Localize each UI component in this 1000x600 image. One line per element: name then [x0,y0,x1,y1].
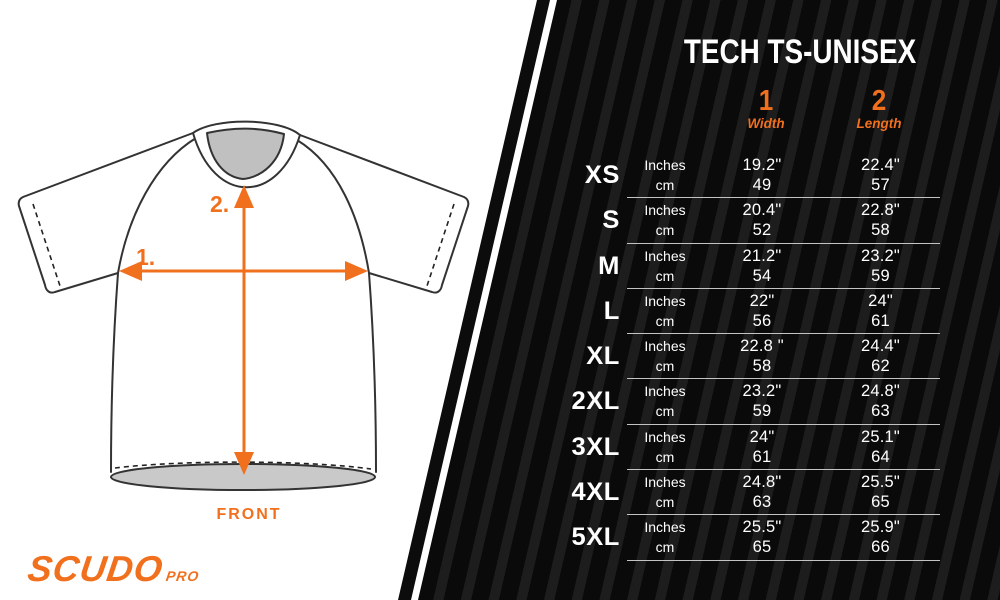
column-label-width: Width [747,116,785,131]
column-header-width: 1 Width [716,86,816,131]
unit-inches: Inches [644,338,686,355]
length-marker-label: 2. [210,191,229,217]
width-arrowhead-left [119,261,142,281]
unit-inches: Inches [644,383,686,400]
logo-suffix-text: PRO [164,568,201,584]
width-cm: 52 [752,221,772,240]
size-label: L [603,296,620,325]
width-inches: 24" [749,427,775,446]
length-inches: 24.4" [861,337,900,356]
width-cm: 59 [752,402,772,421]
body-right-edge [368,272,377,473]
raglan-seam-right [296,139,370,274]
width-inches: 22.8 " [740,337,784,356]
unit-cm: cm [655,448,675,465]
unit-inches: Inches [644,519,686,536]
length-cm: 58 [871,221,890,240]
size-label: S [602,206,620,235]
length-inches: 22.4" [861,156,900,174]
unit-inches: Inches [644,202,686,219]
size-table: XS Inches 19.2" 22.4" cm 49 57 S Inches … [560,153,940,561]
front-label: FRONT [216,506,282,523]
logo-brand-text: SCUDO [25,548,166,589]
size-row-5xl: 5XL Inches 25.5" 25.9" cm 65 66 [560,515,940,561]
length-inches: 24.8" [861,382,900,401]
width-cm: 58 [752,357,772,376]
size-label: 4XL [571,478,620,507]
width-inches: 23.2" [742,382,782,401]
length-inches: 25.1" [861,427,900,446]
length-cm: 61 [871,311,890,330]
length-cm: 57 [871,176,890,194]
unit-cm: cm [655,494,675,511]
scudo-pro-logo: SCUDOPRO [25,548,203,590]
length-arrowhead-bottom [234,452,254,475]
size-row-s: S Inches 20.4" 22.8" cm 52 58 [560,198,940,244]
width-inches: 20.4" [742,201,782,220]
width-cm: 61 [752,447,772,466]
unit-inches: Inches [644,292,686,309]
right-sleeve [299,134,470,294]
raglan-seam-left [117,137,197,274]
width-cm: 54 [752,266,772,285]
unit-cm: cm [655,177,675,193]
unit-cm: cm [655,267,675,284]
length-inches: 23.2" [861,246,900,265]
unit-cm: cm [655,222,675,239]
size-label: 3XL [571,432,620,461]
width-cm: 49 [752,176,772,194]
width-cm: 63 [752,493,772,512]
unit-inches: Inches [644,474,686,491]
column-number-length: 2 [871,85,887,117]
body-left-edge [110,272,119,473]
width-inches: 22" [749,291,775,310]
size-row-xs: XS Inches 19.2" 22.4" cm 49 57 [560,153,940,199]
length-cm: 63 [871,402,890,421]
length-cm: 66 [871,538,890,557]
collar-inner [206,127,285,180]
width-marker-label: 1. [136,244,155,270]
size-label: 2XL [571,387,620,416]
length-arrowhead-top [234,185,254,208]
length-inches: 25.9" [861,518,900,537]
size-row-m: M Inches 21.2" 23.2" cm 54 59 [560,244,940,289]
unit-cm: cm [655,358,675,375]
width-inches: 25.5" [742,518,782,537]
size-label: XS [584,161,620,189]
length-inches: 25.5" [861,473,900,492]
size-row-4xl: 4XL Inches 24.8" 25.5" cm 63 65 [560,470,940,516]
column-number-width: 1 [758,85,774,117]
width-cm: 65 [752,538,772,557]
size-label: 5XL [571,523,620,552]
left-sleeve [17,132,194,294]
unit-inches: Inches [644,247,686,264]
unit-inches: Inches [644,157,686,173]
width-inches: 24.8" [742,473,782,492]
chart-title: TECH TS-UNISEX [683,33,917,71]
unit-cm: cm [655,403,675,420]
size-label: M [598,251,620,280]
length-inches: 24" [868,291,893,310]
length-cm: 64 [871,447,890,466]
width-cm: 56 [752,311,772,330]
unit-cm: cm [655,312,675,329]
column-label-length: Length [856,116,902,131]
column-header-length: 2 Length [829,86,929,131]
length-cm: 62 [871,357,890,376]
width-inches: 21.2" [742,246,782,265]
size-row-2xl: 2XL Inches 23.2" 24.8" cm 59 63 [560,379,940,425]
length-inches: 22.8" [861,201,900,220]
size-row-3xl: 3XL Inches 24" 25.1" cm 61 64 [560,425,940,471]
size-row-xl: XL Inches 22.8 " 24.4" cm 58 62 [560,334,940,380]
size-row-l: L Inches 22" 24" cm 56 61 [560,289,940,335]
width-arrowhead-right [345,261,368,281]
size-label: XL [586,342,620,371]
unit-cm: cm [655,539,675,556]
width-inches: 19.2" [742,156,782,174]
length-cm: 59 [871,266,890,285]
unit-inches: Inches [644,428,686,445]
length-cm: 65 [871,493,890,512]
tshirt-diagram: 1. 2. [17,120,470,491]
